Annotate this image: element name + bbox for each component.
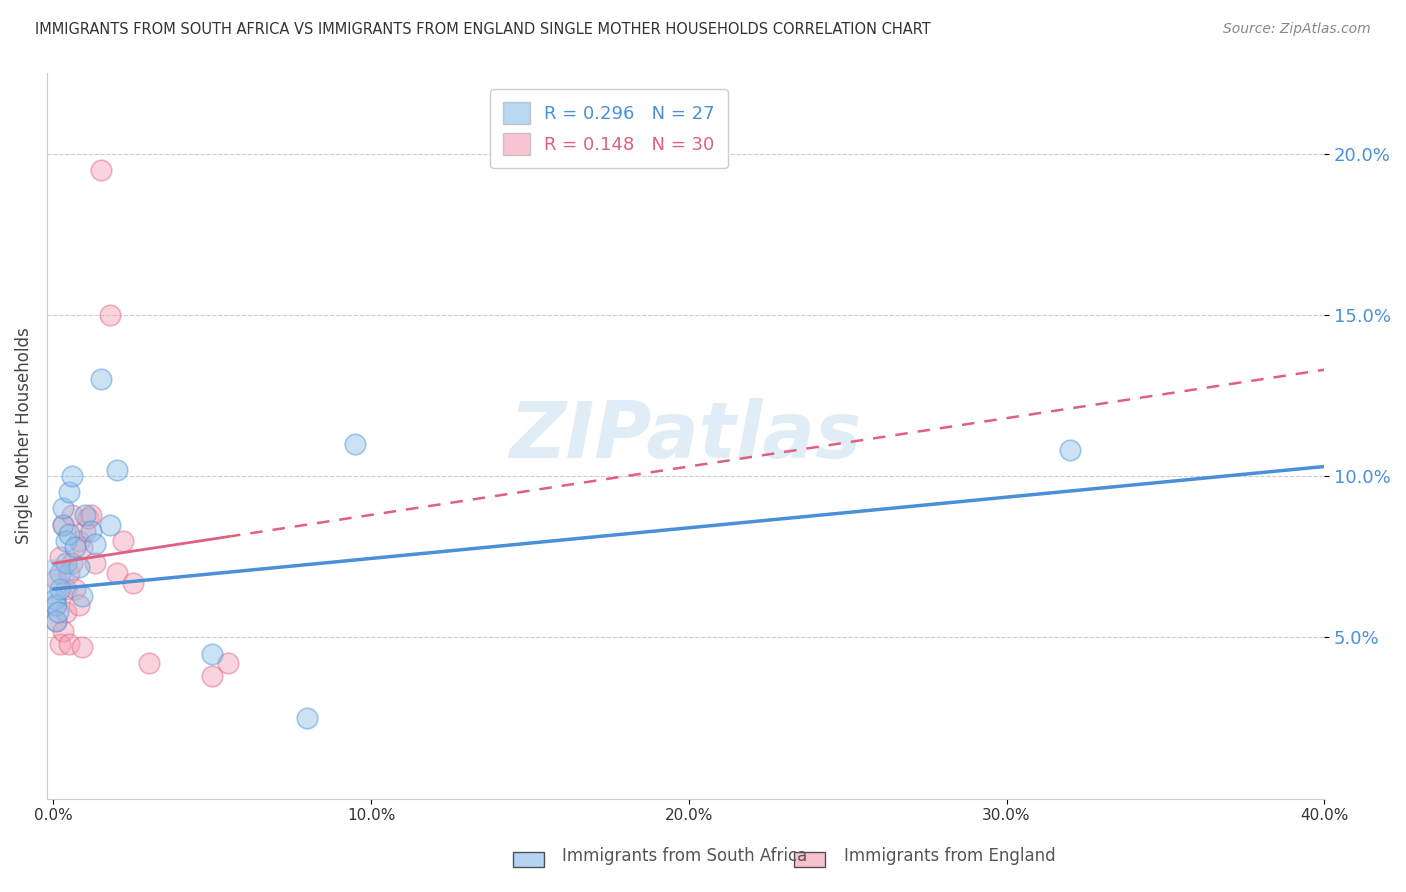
Point [344, 437, 367, 451]
Point [45, 573, 67, 587]
Point [55, 556, 77, 570]
Point [55, 533, 77, 548]
Point [58, 637, 80, 651]
Point [297, 711, 319, 725]
Point [58, 566, 80, 580]
Point [73, 508, 96, 522]
Point [70, 589, 93, 603]
Point [90, 372, 112, 386]
Point [45, 598, 67, 612]
Point [77, 511, 100, 525]
Point [46, 605, 69, 619]
Point [105, 463, 128, 477]
Point [65, 582, 87, 596]
Point [44, 573, 66, 587]
Point [45, 615, 67, 629]
Point [73, 524, 96, 538]
Point [100, 308, 122, 322]
Point [52, 517, 75, 532]
Point [48, 566, 70, 580]
FancyBboxPatch shape [794, 852, 825, 867]
Point [48, 637, 70, 651]
Text: Source: ZipAtlas.com: Source: ZipAtlas.com [1223, 22, 1371, 37]
Point [52, 501, 75, 516]
Text: ZIPatlas: ZIPatlas [509, 398, 862, 474]
Point [67, 559, 90, 574]
Y-axis label: Single Mother Households: Single Mother Households [15, 327, 32, 544]
Point [58, 485, 80, 500]
Point [217, 657, 239, 671]
Point [44, 598, 66, 612]
Point [100, 517, 122, 532]
Point [60, 556, 83, 570]
Point [48, 582, 70, 596]
Point [52, 624, 75, 638]
Point [55, 582, 77, 596]
Point [80, 508, 103, 522]
Point [70, 640, 93, 655]
Point [65, 540, 87, 554]
Point [83, 537, 105, 551]
Point [112, 533, 135, 548]
Point [45, 615, 67, 629]
Point [60, 469, 83, 483]
Point [1059, 443, 1081, 458]
Point [55, 605, 77, 619]
Point [138, 657, 160, 671]
Point [80, 524, 103, 538]
Point [48, 549, 70, 564]
Point [70, 540, 93, 554]
Point [52, 517, 75, 532]
Point [90, 162, 112, 177]
Legend: R = 0.296   N = 27, R = 0.148   N = 30: R = 0.296 N = 27, R = 0.148 N = 30 [491, 89, 728, 168]
Point [60, 508, 83, 522]
Text: Immigrants from South Africa: Immigrants from South Africa [562, 847, 807, 864]
Point [201, 647, 224, 661]
Point [58, 527, 80, 541]
Text: Immigrants from England: Immigrants from England [844, 847, 1056, 864]
Point [105, 566, 128, 580]
Point [83, 556, 105, 570]
Text: IMMIGRANTS FROM SOUTH AFRICA VS IMMIGRANTS FROM ENGLAND SINGLE MOTHER HOUSEHOLDS: IMMIGRANTS FROM SOUTH AFRICA VS IMMIGRAN… [35, 22, 931, 37]
Point [201, 669, 224, 683]
Point [44, 591, 66, 606]
Point [67, 598, 90, 612]
FancyBboxPatch shape [513, 852, 544, 867]
Point [121, 575, 143, 590]
Point [67, 533, 90, 548]
